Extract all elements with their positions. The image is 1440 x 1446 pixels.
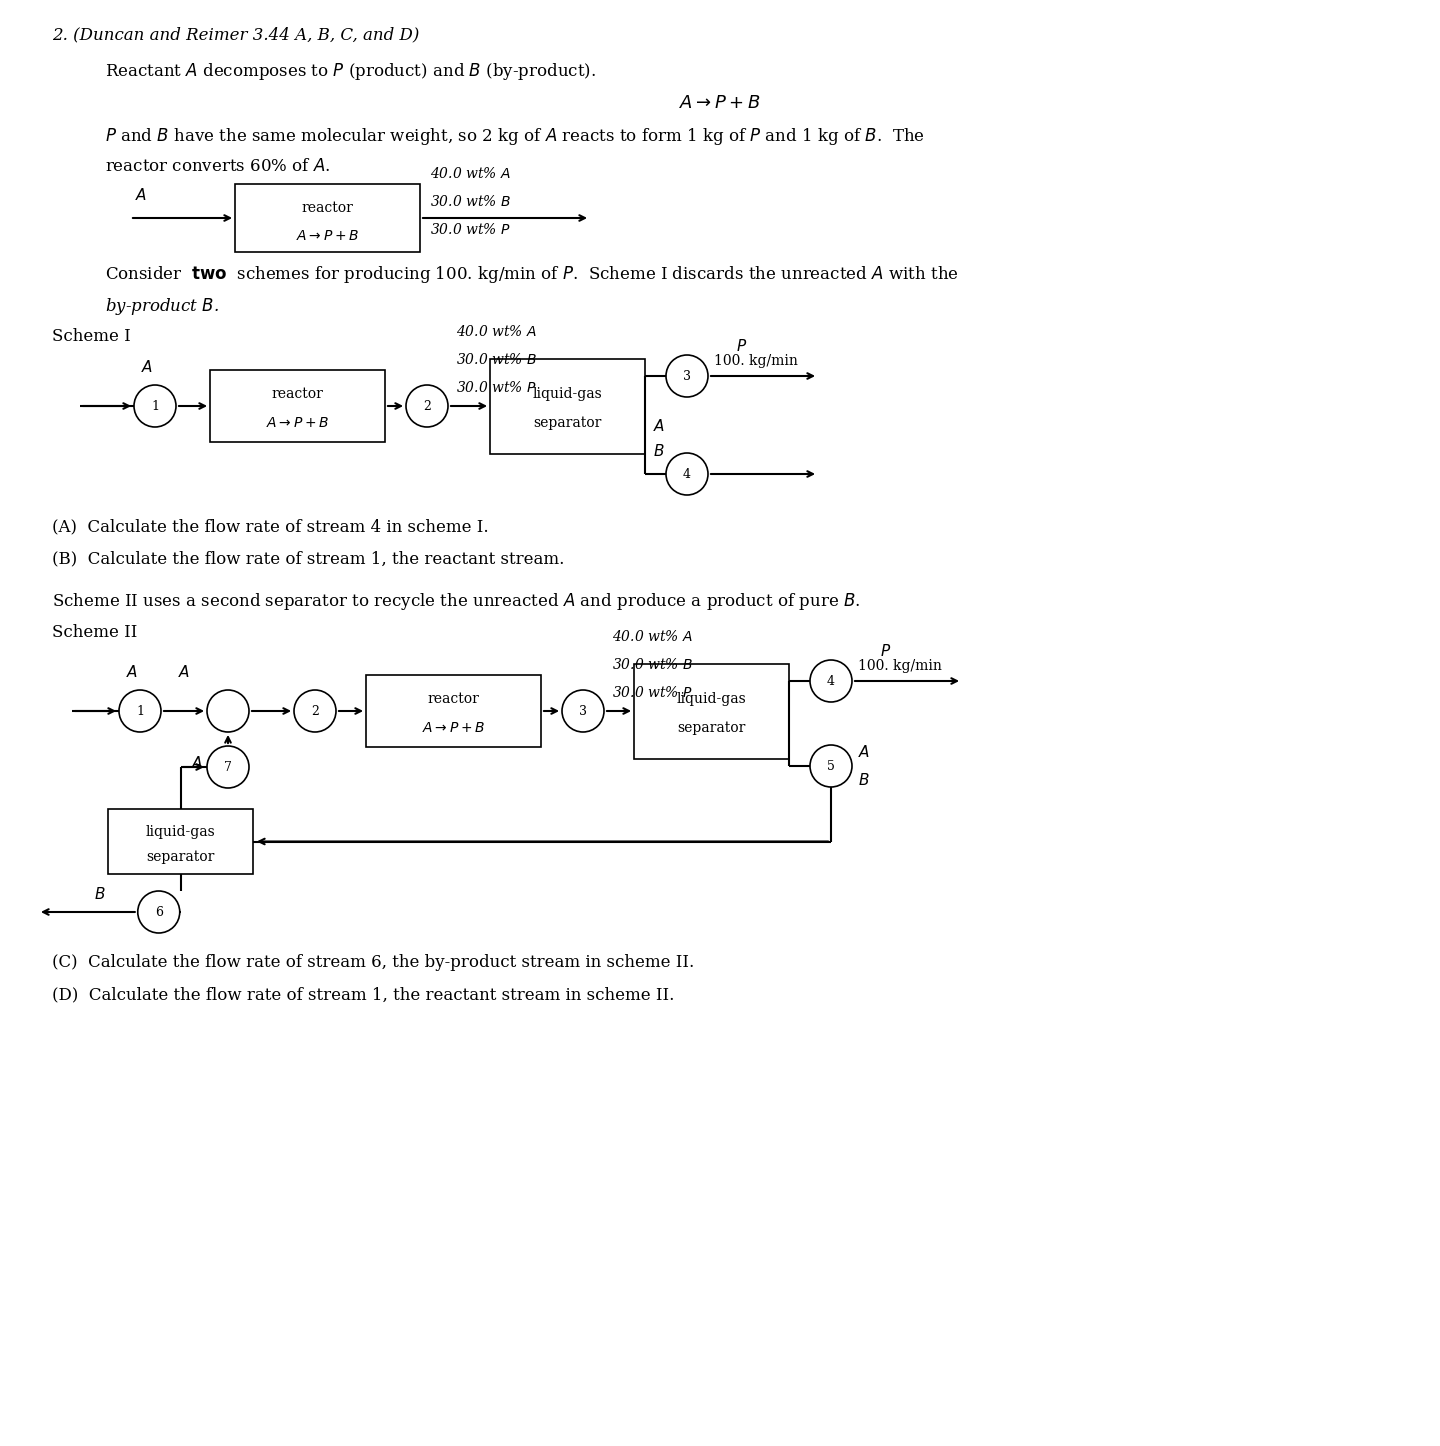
Text: Scheme I: Scheme I <box>52 328 131 346</box>
Text: $A$: $A$ <box>858 745 870 761</box>
Text: 4: 4 <box>683 467 691 480</box>
FancyBboxPatch shape <box>235 184 420 252</box>
Circle shape <box>294 690 336 732</box>
Circle shape <box>207 690 249 732</box>
Text: $B$: $B$ <box>858 772 870 788</box>
Text: 2: 2 <box>311 704 318 717</box>
FancyBboxPatch shape <box>490 359 645 454</box>
Text: $A \rightarrow P+B$: $A \rightarrow P+B$ <box>266 416 330 429</box>
Text: 100. kg/min: 100. kg/min <box>858 659 942 672</box>
Text: Scheme II: Scheme II <box>52 625 137 641</box>
Text: 30.0 wt% $B$: 30.0 wt% $B$ <box>431 194 511 210</box>
Text: reactor: reactor <box>272 388 324 401</box>
Text: 2. (Duncan and Reimer 3.44 A, B, C, and D): 2. (Duncan and Reimer 3.44 A, B, C, and … <box>52 26 419 43</box>
Circle shape <box>120 690 161 732</box>
Text: 30.0 wt% $P$: 30.0 wt% $P$ <box>431 223 511 237</box>
Text: Reactant $A$ decomposes to $P$ (product) and $B$ (by-product).: Reactant $A$ decomposes to $P$ (product)… <box>105 61 596 82</box>
Text: $A \rightarrow P+B$: $A \rightarrow P+B$ <box>422 722 485 735</box>
Text: $A$: $A$ <box>652 418 665 434</box>
Text: 7: 7 <box>225 761 232 774</box>
Text: (A)  Calculate the flow rate of stream 4 in scheme I.: (A) Calculate the flow rate of stream 4 … <box>52 518 488 535</box>
Text: $P$ and $B$ have the same molecular weight, so 2 kg of $A$ reacts to form 1 kg o: $P$ and $B$ have the same molecular weig… <box>105 126 924 147</box>
Text: by-product $B$.: by-product $B$. <box>105 296 219 317</box>
Text: $B$: $B$ <box>95 886 107 902</box>
Text: $A$: $A$ <box>179 664 190 680</box>
Text: 100. kg/min: 100. kg/min <box>714 354 798 367</box>
Text: $P$: $P$ <box>736 338 747 354</box>
Text: liquid-gas: liquid-gas <box>533 388 602 401</box>
Text: $A$: $A$ <box>125 664 138 680</box>
Circle shape <box>665 356 708 398</box>
Circle shape <box>207 746 249 788</box>
Text: 40.0 wt% $A$: 40.0 wt% $A$ <box>431 166 511 181</box>
Text: 1: 1 <box>151 399 158 412</box>
Text: Scheme II uses a second separator to recycle the unreacted $A$ and produce a pro: Scheme II uses a second separator to rec… <box>52 591 860 612</box>
Text: 5: 5 <box>827 759 835 772</box>
Text: $A$: $A$ <box>141 359 153 375</box>
Text: 4: 4 <box>827 674 835 687</box>
Text: $A$: $A$ <box>135 187 147 202</box>
Text: $A \rightarrow P+B$: $A \rightarrow P+B$ <box>295 228 359 243</box>
Circle shape <box>134 385 176 427</box>
Text: 30.0 wt% $P$: 30.0 wt% $P$ <box>612 685 693 700</box>
Circle shape <box>138 891 180 933</box>
Text: reactor: reactor <box>301 201 353 215</box>
FancyBboxPatch shape <box>210 370 384 442</box>
Text: 30.0 wt% $B$: 30.0 wt% $B$ <box>456 351 537 367</box>
Text: separator: separator <box>677 722 746 735</box>
Text: 1: 1 <box>135 704 144 717</box>
Circle shape <box>809 745 852 787</box>
Text: separator: separator <box>533 416 602 429</box>
Circle shape <box>809 659 852 701</box>
FancyBboxPatch shape <box>366 675 541 748</box>
Text: reactor converts 60% of $A$.: reactor converts 60% of $A$. <box>105 158 330 175</box>
Text: $P$: $P$ <box>880 643 891 659</box>
Text: $A \rightarrow P + B$: $A \rightarrow P + B$ <box>680 94 760 111</box>
Text: 2: 2 <box>423 399 431 412</box>
Circle shape <box>665 453 708 495</box>
Text: 40.0 wt% $A$: 40.0 wt% $A$ <box>456 324 537 338</box>
Text: 30.0 wt% $P$: 30.0 wt% $P$ <box>456 380 537 395</box>
Text: 3: 3 <box>579 704 588 717</box>
FancyBboxPatch shape <box>634 664 789 759</box>
Text: $A$: $A$ <box>190 755 203 771</box>
Text: liquid-gas: liquid-gas <box>677 693 746 706</box>
Text: 40.0 wt% $A$: 40.0 wt% $A$ <box>612 629 693 643</box>
Text: separator: separator <box>147 849 215 863</box>
Text: (C)  Calculate the flow rate of stream 6, the by-product stream in scheme II.: (C) Calculate the flow rate of stream 6,… <box>52 954 694 972</box>
Circle shape <box>406 385 448 427</box>
Circle shape <box>562 690 603 732</box>
Text: $B$: $B$ <box>652 442 664 458</box>
Text: 30.0 wt% $B$: 30.0 wt% $B$ <box>612 656 693 672</box>
Text: (B)  Calculate the flow rate of stream 1, the reactant stream.: (B) Calculate the flow rate of stream 1,… <box>52 549 564 567</box>
Text: (D)  Calculate the flow rate of stream 1, the reactant stream in scheme II.: (D) Calculate the flow rate of stream 1,… <box>52 986 674 1004</box>
Text: reactor: reactor <box>428 693 480 706</box>
Text: 3: 3 <box>683 370 691 383</box>
Text: liquid-gas: liquid-gas <box>145 824 216 839</box>
FancyBboxPatch shape <box>108 808 253 873</box>
Text: Consider  $\mathbf{two}$  schemes for producing 100. kg/min of $P$.  Scheme I di: Consider $\mathbf{two}$ schemes for prod… <box>105 265 959 285</box>
Text: 6: 6 <box>154 905 163 918</box>
